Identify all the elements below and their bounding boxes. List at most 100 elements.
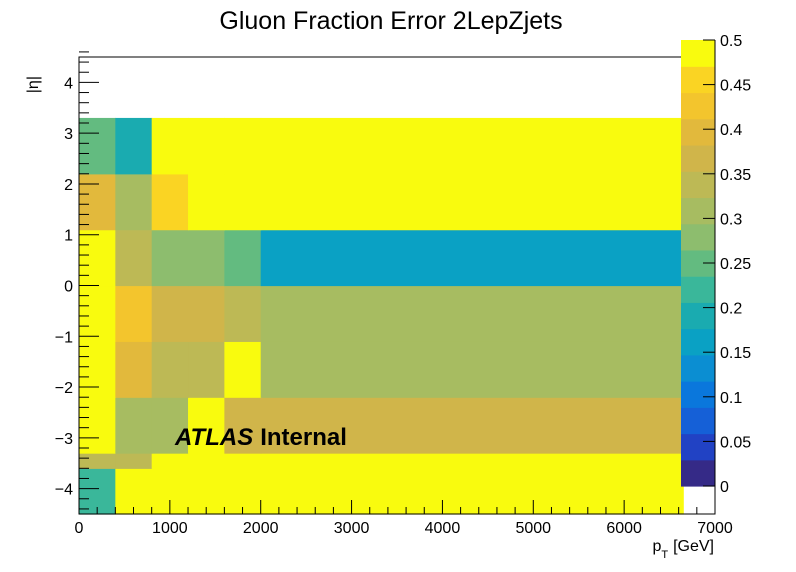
heatmap-cell [224, 397, 262, 454]
colorbar-band [681, 276, 715, 303]
heatmap-cell [260, 397, 684, 454]
colorbar-tick-label: 0.15 [720, 345, 751, 362]
x-tick-label: 4000 [425, 520, 461, 537]
heatmap-cell [151, 117, 189, 175]
colorbar-tick-label: 0 [720, 479, 729, 496]
colorbar: 0 0.05 0.1 0.15 0.2 0.25 0.3 0.35 0.4 0.45 0.5 [681, 33, 751, 496]
plot-area [78, 56, 716, 515]
y-tick-label: −4 [55, 482, 73, 499]
colorbar-tick-label: 0.35 [720, 167, 751, 184]
colorbar-band [681, 66, 715, 94]
heatmap-cell [79, 468, 116, 515]
colorbar-band [681, 459, 715, 487]
y-axis: −4 −3 −2 −1 0 1 2 3 4 [55, 51, 99, 510]
x-tick-label: 0 [75, 520, 84, 537]
heatmap-cell [224, 468, 262, 515]
colorbar-tick-label: 0.4 [720, 122, 742, 139]
heatmap-cell [260, 229, 684, 287]
colorbar-band [681, 171, 715, 199]
colorbar-band [681, 118, 715, 146]
y-tick-label: 0 [64, 279, 73, 296]
heatmap-cell [151, 397, 189, 454]
heatmap-cell [260, 117, 684, 175]
colorbar-band [681, 92, 715, 120]
colorbar-band [681, 144, 715, 172]
heatmap-cell [188, 229, 225, 287]
x-tick-label: 2000 [243, 520, 279, 537]
colorbar-band [681, 354, 715, 382]
heatmap-cell [224, 285, 262, 342]
x-axis-title-unit: [GeV] [673, 538, 714, 555]
y-tick-label: 3 [64, 126, 73, 143]
heatmap-cell [115, 468, 153, 515]
heatmap-cell [224, 453, 262, 469]
colorbar-band [681, 433, 715, 461]
heatmap-cell [260, 173, 684, 231]
heatmap-cell [260, 468, 684, 515]
heatmap-cell [260, 341, 684, 398]
heatmap-cell [79, 453, 116, 469]
atlas-label: ATLAS Internal [174, 424, 347, 451]
x-axis-title-main: p [652, 538, 661, 555]
heatmap-cell [79, 117, 116, 175]
y-tick-label: −1 [55, 329, 73, 346]
heatmap-cell [115, 229, 153, 287]
heatmap-cell [151, 285, 189, 342]
heatmap-cell [115, 117, 153, 175]
x-tick-label: 3000 [334, 520, 370, 537]
heatmap-cell [115, 173, 153, 231]
y-tick-label: 2 [64, 177, 73, 194]
heatmap-cell [260, 285, 684, 342]
x-tick-label: 7000 [697, 520, 733, 537]
colorbar-tick-label: 0.2 [720, 301, 742, 318]
x-tick-label: 1000 [152, 520, 188, 537]
y-tick-label: 1 [64, 228, 73, 245]
heatmap-cell [188, 341, 225, 398]
colorbar-tick-label: 0.05 [720, 434, 751, 451]
heatmap-cell [79, 229, 116, 287]
colorbar-tick-label: 0.25 [720, 256, 751, 273]
heatmap-cell [79, 285, 116, 342]
heatmap-cell [151, 453, 189, 469]
heatmap-cell [188, 397, 225, 454]
heatmap-cell [115, 341, 153, 398]
colorbar-tick-label: 0.3 [720, 211, 742, 228]
colorbar-band [681, 197, 715, 225]
colorbar-tick-label: 0.45 [720, 78, 751, 95]
colorbar-tick-label: 0.5 [720, 33, 742, 50]
x-tick-label: 5000 [515, 520, 551, 537]
heatmap-cell [188, 285, 225, 342]
heatmap-cell [79, 173, 116, 231]
atlas-label-status: Internal [260, 424, 347, 451]
heatmap-cell [224, 173, 262, 231]
y-axis-title: |η| [25, 76, 42, 93]
colorbar-band [681, 381, 715, 408]
heatmap-cell [188, 117, 225, 175]
x-tick-label: 6000 [606, 520, 642, 537]
y-tick-label: −2 [55, 380, 73, 397]
y-tick-label: −3 [55, 431, 73, 448]
heatmap-cell [79, 397, 116, 454]
heatmap-cell [188, 453, 225, 469]
heatmap-cell [224, 229, 262, 287]
x-axis: 0 1000 2000 3000 4000 5000 6000 7000 [75, 500, 733, 537]
heatmap-cell [151, 229, 189, 287]
heatmap-cell [188, 173, 225, 231]
colorbar-band [681, 40, 715, 67]
heatmap-cell [188, 468, 225, 515]
heatmap-cell [115, 397, 153, 454]
heatmap-cell [79, 341, 116, 398]
heatmap-cell [224, 117, 262, 175]
colorbar-band [681, 223, 715, 251]
heatmap-cell [151, 341, 189, 398]
heatmap-cell [151, 173, 189, 231]
heatmap-cell [115, 285, 153, 342]
x-axis-title: pT [GeV] [652, 538, 714, 561]
colorbar-band [681, 407, 715, 435]
x-axis-title-subscript: T [661, 549, 668, 561]
heatmap-cell [224, 341, 262, 398]
colorbar-tick-label: 0.1 [720, 390, 742, 407]
colorbar-band [681, 328, 715, 356]
chart-title: Gluon Fraction Error 2LepZjets [219, 7, 562, 35]
